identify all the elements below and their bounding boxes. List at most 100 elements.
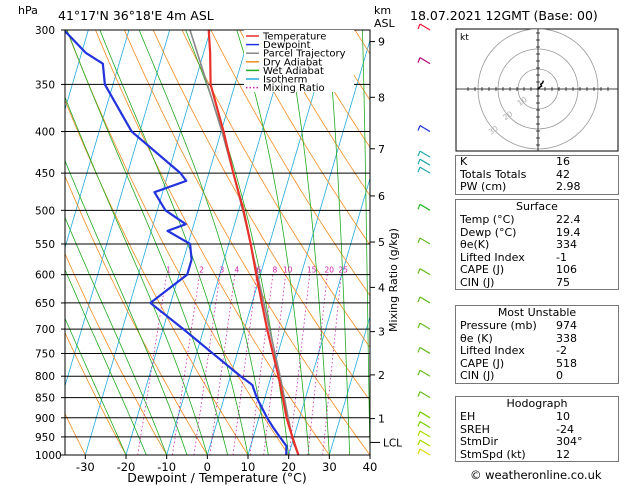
index-label: CAPE (J) [460, 356, 505, 370]
wind-barb [419, 420, 431, 428]
most-unstable-title: Most Unstable [497, 306, 577, 319]
km-tick-label: 6 [378, 190, 385, 203]
hpa-label: hPa [18, 4, 38, 17]
pressure-tick-label: 450 [35, 168, 55, 180]
index-value: 2.98 [556, 180, 581, 193]
wind-barb-flag [417, 322, 421, 329]
isotherm-line [84, 30, 211, 455]
km-tick-label: 4 [378, 281, 385, 294]
hodograph-title: Hodograph [506, 397, 568, 410]
wind-barb-flag [417, 439, 421, 446]
index-row: SREH -24 [456, 422, 618, 437]
dry-adiabat-line [65, 331, 127, 455]
index-value: 304° [556, 435, 583, 448]
index-row: Lifted Index -2 [456, 344, 618, 358]
temp-tick-label: 10 [241, 460, 256, 474]
wind-barb [419, 203, 431, 211]
index-label: StmSpd (kt) [460, 447, 526, 461]
dry-adiabat-line [296, 30, 370, 149]
isotherm-line [328, 315, 370, 455]
index-label: Dewp (°C) [460, 225, 517, 239]
index-label: Lifted Index [460, 344, 525, 357]
index-row: Totals Totals 42 [456, 167, 618, 182]
wind-barb-flag [417, 237, 421, 244]
wind-barb-flag [417, 296, 421, 303]
isotherm-line [166, 30, 293, 455]
km-tick-label: 5 [378, 236, 385, 249]
dry-adiabat-line [210, 30, 370, 297]
temp-tick-label: -30 [76, 460, 95, 474]
wind-barb-flag [417, 204, 421, 210]
pressure-axis: 300 350 400 450 500 550 600 650 700 750 800 850 900 9… [35, 25, 65, 462]
mixing-ratio-line [137, 274, 168, 455]
wind-barb [419, 369, 431, 377]
wind-barb-flag [417, 421, 421, 427]
wind-barb [419, 166, 431, 174]
km-label: km [374, 4, 391, 17]
km-axis: 1 2 3 4 5 6 7 8 9 LCL [370, 36, 402, 449]
pressure-tick-label: 850 [35, 393, 55, 405]
isotherm-line [247, 38, 370, 455]
index-label: CIN (J) [460, 369, 495, 382]
mixing-ratio-label: 10 [283, 266, 293, 275]
datetime-title: 18.07.2021 12GMT (Base: 00) [410, 8, 598, 23]
indices-top-table: K 16 Totals Totals 42 PW (cm) 2.98 [455, 155, 619, 195]
pressure-tick-label: 300 [35, 25, 55, 37]
index-label: CAPE (J) [460, 263, 505, 276]
index-value: 75 [556, 275, 570, 289]
wind-barb-flag [417, 166, 421, 173]
isotherm-line [206, 30, 333, 455]
wind-barb [419, 411, 431, 419]
index-value: -24 [556, 422, 574, 436]
mixing-ratio-label: 25 [338, 266, 348, 275]
index-label: StmDir [460, 435, 499, 448]
dry-adiabat-line [65, 252, 168, 455]
wet-adiabat-line [65, 216, 168, 455]
index-label: Totals Totals [460, 167, 527, 181]
hodograph-trace [537, 80, 545, 90]
index-label: θe(K) [460, 238, 490, 251]
index-row: StmSpd (kt) 12 [456, 447, 618, 462]
pressure-tick-label: 800 [35, 371, 55, 383]
mixing-ratio-label: 4 [235, 266, 240, 275]
index-label: EH [460, 410, 476, 423]
index-value: 19.4 [556, 225, 581, 239]
wind-barb-flag [417, 125, 421, 131]
wind-barb-flag [417, 391, 421, 397]
index-value: 518 [556, 356, 577, 370]
wind-barb [419, 296, 431, 304]
wind-barb-flag [417, 370, 421, 376]
legend-box [244, 30, 354, 92]
km-tick-label: 1 [378, 413, 385, 426]
isotherm-line [65, 30, 130, 250]
wet-adiabat-line [66, 30, 229, 455]
pressure-tick-label: 500 [35, 205, 55, 217]
wind-barb-flag [417, 158, 421, 165]
index-value: 10 [556, 410, 570, 423]
index-value: 0 [556, 369, 563, 382]
mixing-ratio-line [232, 274, 258, 455]
wind-barb [419, 150, 431, 158]
dry-adiabat-line [268, 30, 370, 197]
index-row: StmDir 304° [456, 435, 618, 449]
legend-entry: Wet Adiabat [263, 66, 324, 77]
wet-adiabat-line [65, 317, 127, 455]
profile-lines [65, 30, 300, 455]
index-value: -1 [556, 250, 567, 264]
location-title: 41°17'N 36°18'E 4m ASL [58, 8, 214, 23]
wind-barb [419, 23, 431, 31]
dry-adiabat-line [239, 30, 370, 246]
asl-label: ASL [374, 17, 396, 30]
legend-entry: Isotherm [263, 75, 307, 86]
wind-barb [419, 391, 431, 399]
pressure-tick-label: 600 [35, 270, 55, 282]
wind-barb [419, 322, 431, 330]
mixing-ratio-axis-title: Mixing Ratio (g/kg) [387, 228, 400, 332]
index-label: K [460, 155, 468, 168]
wind-barb [419, 237, 431, 245]
index-row: CAPE (J) 518 [456, 356, 618, 371]
temp-tick-label: 40 [363, 460, 378, 474]
pressure-tick-label: 950 [35, 432, 55, 444]
legend-entry: Temperature [262, 32, 326, 43]
